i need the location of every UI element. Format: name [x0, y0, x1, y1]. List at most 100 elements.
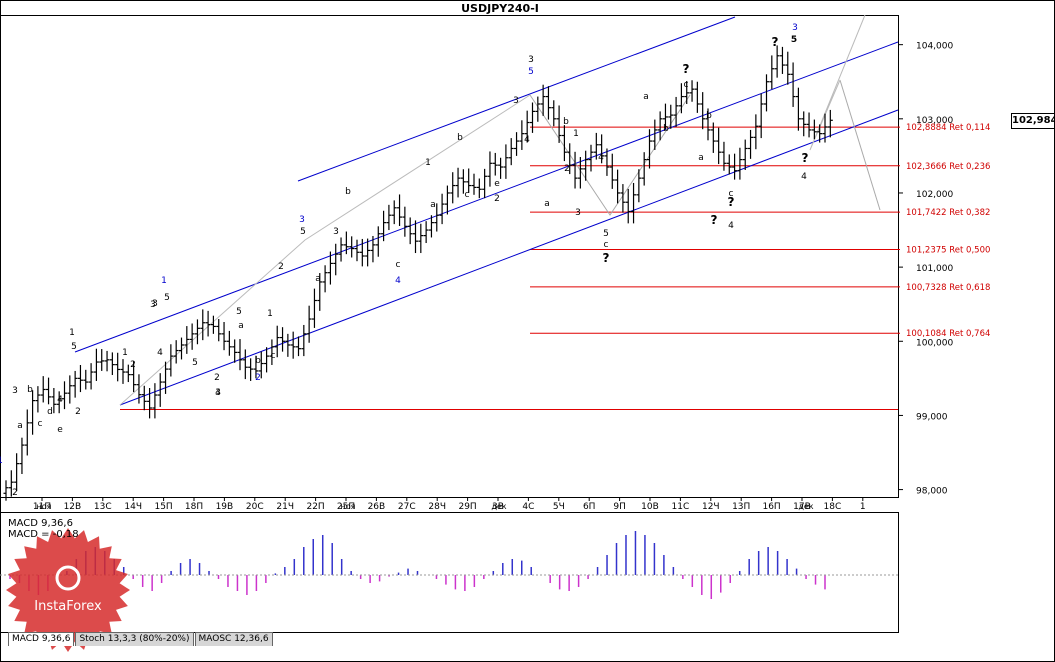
wave-label: b: [563, 117, 569, 127]
wave-label: 5: [791, 35, 797, 45]
wave-label: 2: [255, 373, 261, 383]
wave-label: 1: [425, 158, 431, 168]
tab-stoch[interactable]: Stoch 13,3,3 (80%-20%): [75, 632, 194, 646]
price-tick-label: 99,000: [916, 412, 948, 422]
wave-label: a: [430, 200, 436, 210]
date-tick-label: 10В: [641, 502, 659, 512]
wave-label: 5: [603, 229, 609, 239]
date-tick-label: 6П: [583, 502, 596, 512]
wave-label: b: [706, 111, 712, 121]
date-tick-label: 18П: [185, 502, 203, 512]
month-label: дек: [798, 502, 813, 511]
wave-label: 2: [75, 407, 81, 417]
wave-label: a: [315, 274, 321, 284]
wave-label: c: [604, 240, 609, 250]
wave-label: 4: [801, 172, 807, 182]
wave-label: b: [457, 133, 463, 143]
month-label: ноя: [37, 502, 52, 511]
date-tick-label: 12В: [64, 502, 82, 512]
fib-level-label: 102,8884 Ret 0,114: [906, 123, 990, 133]
channel-upper-line: [297, 16, 736, 182]
wave-label: b: [345, 187, 351, 197]
wave-label: 2: [494, 194, 500, 204]
date-tick-label: 19В: [216, 502, 234, 512]
wave-label: c: [396, 260, 401, 270]
price-tick-label: 103,000: [916, 116, 953, 126]
date-tick-label: 16П: [762, 502, 780, 512]
date-tick-label: 13С: [94, 502, 112, 512]
projection-line: [839, 79, 881, 211]
wave-label: e: [57, 425, 63, 435]
date-tick-label: 11С: [672, 502, 690, 512]
wave-label: 1: [0, 456, 3, 466]
wave-label: 5: [164, 293, 170, 303]
date-tick-label: 29П: [458, 502, 476, 512]
wave-label: b: [663, 124, 669, 134]
date-tick-label: 28Ч: [428, 502, 446, 512]
wave-label: 1: [573, 129, 579, 139]
wave-label: 3: [575, 208, 581, 218]
wave-label: 4: [157, 348, 163, 358]
wave-label: ?: [772, 35, 779, 49]
price-tick-label: 100,000: [916, 338, 953, 348]
tab-maosc[interactable]: MAOSC 12,36,6: [194, 632, 273, 646]
price-tick-label: 101,000: [916, 264, 953, 274]
wave-label: 3: [299, 215, 305, 225]
wave-label: b: [255, 356, 261, 366]
tab-macd[interactable]: MACD 9,36,6: [8, 632, 75, 646]
wave-label: d: [47, 407, 53, 417]
wave-label: 3: [150, 300, 156, 310]
wave-label: c: [684, 80, 689, 90]
wave-label: 3: [152, 299, 158, 309]
fib-level-label: 101,2375 Ret 0,500: [906, 246, 990, 256]
price-tick-label: 102,000: [916, 190, 953, 200]
wave-label: 3: [792, 23, 798, 33]
wave-label: 3: [528, 55, 534, 65]
wave-label: 1: [161, 276, 167, 286]
date-tick-label: 18С: [824, 502, 842, 512]
wave-label: 5: [300, 227, 306, 237]
macd-value: MACD = -0,18: [8, 529, 79, 540]
wave-label: ?: [711, 213, 718, 227]
date-tick-label: 11П: [33, 502, 51, 512]
date-tick-label: 22П: [306, 502, 324, 512]
wave-label: 4: [395, 276, 401, 286]
date-tick-label: 25П: [337, 502, 355, 512]
date-tick-label: 12Ч: [702, 502, 720, 512]
instaforex-logo: InstaForex: [6, 528, 130, 652]
wave-label: 4: [598, 153, 604, 163]
wave-label: 3: [333, 227, 339, 237]
projection-line: [529, 94, 691, 216]
macd-pane-frame: [0, 512, 899, 633]
date-tick-label: 26В: [368, 502, 386, 512]
wave-label: c: [465, 190, 470, 200]
wave-label: 4: [215, 388, 221, 398]
wave-label: ?: [683, 62, 690, 76]
date-tick-label: 9П: [613, 502, 626, 512]
wave-label: a: [17, 421, 23, 431]
wave-label: 1: [122, 348, 128, 358]
wave-label: a: [544, 199, 550, 209]
date-tick-label: 17В: [793, 502, 811, 512]
month-label: ноя: [341, 502, 356, 511]
date-tick-label: 5Ч: [553, 502, 565, 512]
wave-label: 1: [267, 309, 273, 319]
date-tick-label: 20С: [246, 502, 264, 512]
date-tick-label: 1: [860, 502, 866, 512]
fib-level-label: 100,1084 Ret 0,764: [906, 329, 990, 339]
wave-label: 2: [12, 488, 18, 498]
month-label: дек: [491, 502, 506, 511]
price-tick-label: 98,000: [916, 487, 948, 497]
wave-label: b: [27, 385, 33, 395]
logo-text: InstaForex: [34, 599, 102, 614]
fib-level-label: 102,3666 Ret 0,236: [906, 162, 990, 172]
indicator-tabs: MACD 9,36,6 Stoch 13,3,3 (80%-20%) MAOSC…: [8, 632, 274, 646]
date-tick-label: 15П: [154, 502, 172, 512]
wave-label: e: [494, 179, 500, 189]
chart-title: USDJPY240-I: [461, 2, 539, 15]
fib-level-label: 100,7328 Ret 0,618: [906, 283, 990, 293]
wave-label: c: [729, 189, 734, 199]
